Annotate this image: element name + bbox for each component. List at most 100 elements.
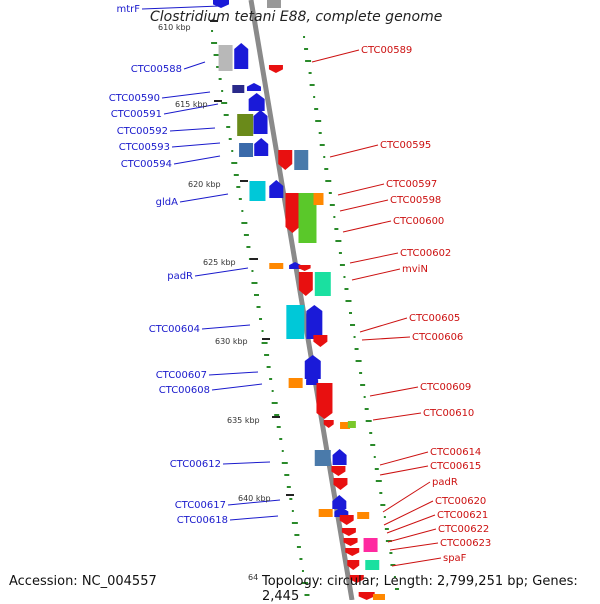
gc-tick (241, 210, 244, 212)
leader-line (386, 514, 436, 534)
gc-tick (303, 36, 306, 38)
gene-block (269, 263, 284, 269)
gc-tick (333, 216, 336, 218)
gene-arrow (298, 272, 313, 296)
kbp-tick-label: 620 kbp (188, 180, 221, 189)
leader-line (329, 144, 379, 158)
gene-arrow (268, 65, 283, 73)
gc-tick (301, 582, 308, 584)
gene-label-right: mviN (402, 264, 428, 275)
gc-tick (369, 432, 373, 434)
leader-line (194, 267, 249, 277)
gc-tick (363, 396, 366, 398)
gc-tick (379, 492, 383, 494)
gene-label-right: CTC00610 (423, 408, 474, 419)
gc-tick (271, 402, 278, 404)
gc-tick (299, 558, 303, 560)
leader-line (351, 268, 401, 281)
kbp-tick-label: 640 kbp (238, 494, 271, 503)
gc-tick (226, 126, 231, 128)
gene-block (340, 422, 351, 429)
gene-arrow (334, 507, 349, 517)
gene-label-right: CTC00598 (390, 195, 441, 206)
gc-tick (253, 294, 259, 296)
gc-tick (394, 588, 399, 590)
gc-tick (384, 528, 389, 530)
leader-line (208, 371, 259, 376)
gc-tick (334, 228, 339, 230)
gene-arrow (285, 193, 300, 233)
leader-line (383, 500, 434, 526)
gc-tick (389, 552, 393, 554)
gene-arrow (289, 262, 302, 269)
gc-tick (236, 186, 241, 188)
gene-arrow (332, 495, 347, 509)
gene-label-left: CTC00593 (119, 142, 170, 153)
gene-arrow (341, 528, 356, 536)
leader-line (342, 220, 392, 233)
gene-label-right: spaF (443, 553, 467, 564)
gc-tick (281, 462, 288, 464)
gc-tick (243, 234, 249, 236)
gene-label-right: CTC00595 (380, 140, 431, 151)
gene-label-left: CTC00618 (177, 515, 228, 526)
gc-tick (281, 450, 284, 452)
kbp-tick-label: 635 kbp (227, 416, 260, 425)
gc-tick (296, 546, 301, 548)
gc-tick (354, 348, 359, 350)
gene-label-right: CTC00589 (361, 45, 412, 56)
gene-label-right: CTC00606 (412, 332, 463, 343)
gene-arrow (345, 548, 360, 556)
gene-label-left: gldA (156, 197, 178, 208)
gc-tick (360, 384, 366, 386)
leader-line (372, 412, 422, 421)
gc-tick (261, 342, 268, 344)
gc-tick (339, 264, 345, 266)
gene-block (357, 512, 370, 519)
gene-label-right: CTC00621 (437, 510, 488, 521)
kbp-tick-mark (262, 338, 270, 340)
gc-tick (328, 192, 332, 194)
gc-tick (256, 306, 261, 308)
gene-block (218, 45, 233, 71)
gc-tick (313, 96, 316, 98)
gc-tick (218, 78, 222, 80)
gene-arrow (278, 150, 293, 170)
gene-label-right: CTC00622 (438, 524, 489, 535)
gene-arrow (333, 478, 348, 490)
gc-tick (325, 180, 332, 182)
leader-line (183, 61, 206, 70)
gene-labels: mtrF CTC00588 CTC00590 CTC00591 CTC00592 CTC0… (109, 4, 492, 564)
leader-line (141, 5, 221, 10)
gc-tick (231, 162, 238, 164)
leader-line (379, 465, 429, 476)
gc-tick (301, 570, 304, 572)
gene-block (372, 594, 385, 600)
gc-tick (309, 84, 315, 86)
gene-label-left: CTC00612 (170, 459, 221, 470)
leader-line (382, 481, 431, 513)
gene-arrow (313, 335, 328, 347)
gc-tick (251, 282, 258, 284)
gc-tick (284, 474, 290, 476)
gc-tick (266, 366, 271, 368)
gc-tick (359, 372, 363, 374)
gene-label-left: CTC00617 (175, 500, 226, 511)
gc-tick (305, 60, 312, 62)
gc-tick (335, 240, 342, 242)
leader-line (222, 461, 271, 465)
gc-tick (355, 360, 362, 362)
gc-tick (315, 120, 322, 122)
gc-tick (374, 468, 379, 470)
gene-label-left: CTC00590 (109, 93, 160, 104)
gc-tick (314, 108, 319, 110)
gene-arrow (253, 110, 268, 134)
gene-arrow (358, 592, 375, 600)
label-leader-lines (141, 5, 442, 567)
kbp-tick-mark (210, 20, 218, 22)
gc-tick (246, 246, 251, 248)
gene-label-right: CTC00602 (400, 248, 451, 259)
gene-arrow (349, 575, 364, 583)
gc-tick (291, 510, 294, 512)
leader-line (169, 127, 216, 132)
